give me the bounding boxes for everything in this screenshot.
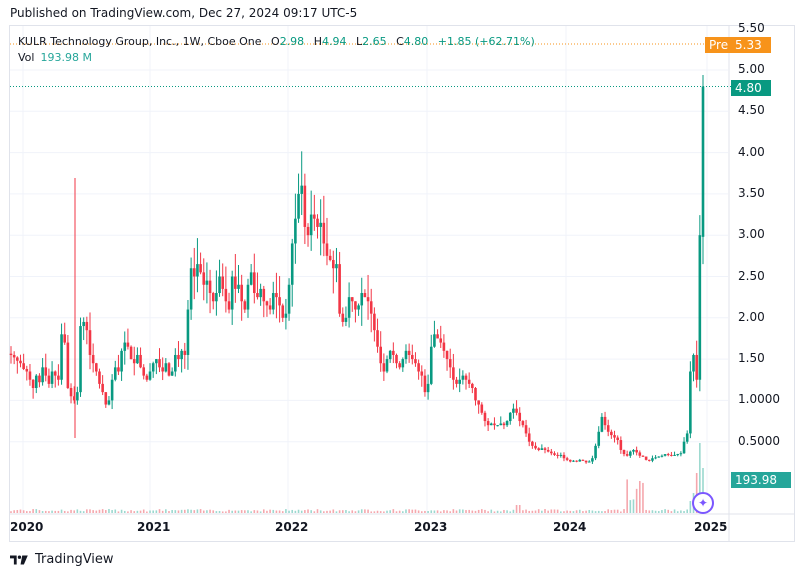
brand-name: TradingView [35,552,114,567]
price-axis-label: 2.50 [738,268,765,283]
time-axis-label: 2025 [694,520,728,534]
premarket-price-tag: 5.33 [731,37,771,53]
price-axis-label: 3.50 [738,185,765,200]
last-price-tag: 4.80 [731,80,771,96]
footer-brand: TradingView [10,552,114,567]
chart-legend: KULR Technology Group, Inc., 1W, Cboe On… [18,34,535,66]
symbol-title[interactable]: KULR Technology Group, Inc., 1W, Cboe On… [18,35,262,48]
open-label: O [271,35,280,48]
price-axis-label: 0.5000 [738,433,780,448]
close-label: C [396,35,404,48]
price-axis-label: 5.00 [738,62,765,76]
close-value: 4.80 [403,35,429,48]
published-header: Published on TradingView.com, Dec 27, 20… [10,6,358,20]
low-label: L [355,35,363,48]
premarket-label-tag: Pre [705,37,733,53]
time-axis-label: 2023 [414,520,448,534]
high-label: H [313,35,322,48]
price-axis-label: 3.00 [738,227,765,242]
volume-tag: 193.98 M [731,472,791,503]
price-axis-label: 2.00 [738,309,765,324]
sparkle-icon: ✦ [697,496,709,510]
low-value: 2.65 [362,35,387,48]
price-axis-label: 4.50 [738,103,765,118]
time-axis-label: 2020 [10,520,44,534]
price-axis-label: 4.00 [738,144,765,159]
price-axis-label: 1.0000 [738,392,780,407]
volume-value: 193.98 M [40,51,92,64]
price-axis-label: 1.50 [738,351,765,366]
tradingview-logo-icon [10,555,28,564]
time-axis-label: 2022 [275,520,309,534]
ai-assistant-button[interactable]: ✦ [692,492,714,514]
time-axis-label: 2021 [137,520,171,534]
volume-label: Vol [18,51,35,64]
change-value: +1.85 (+62.71%) [437,35,535,48]
high-value: 4.94 [321,35,347,48]
price-axis-label: 5.50 [738,20,765,35]
time-axis-label: 2024 [553,520,587,534]
open-value: 2.98 [279,35,305,48]
